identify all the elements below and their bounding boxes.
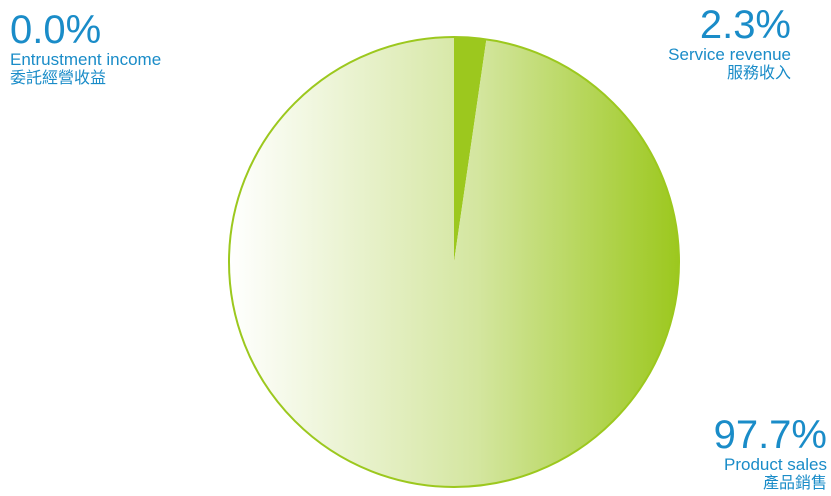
slice-service-revenue (454, 37, 487, 262)
slice-percent-label: 0.0% (10, 8, 102, 52)
slice-name-zh: 產品銷售 (762, 475, 827, 492)
slice-name-zh: 服務收入 (726, 65, 791, 82)
label-entrustment-income: 0.0% Entrustment income 委託經營收益 (10, 10, 161, 88)
label-product-sales: 97.7% Product sales 產品銷售 (714, 415, 827, 493)
slice-name-en: Service revenue (668, 45, 791, 64)
pie-outline (228, 36, 680, 488)
slice-percent-label: 97.7% (713, 413, 827, 457)
label-service-revenue: 2.3% Service revenue 服務收入 (668, 5, 791, 83)
slice-product-sales (228, 37, 679, 487)
slice-name-en: Entrustment income (10, 50, 162, 69)
slice-name-en: Product sales (724, 455, 827, 474)
slice-percent-label: 2.3% (699, 3, 791, 47)
slice-name-zh: 委託經營收益 (10, 70, 107, 87)
